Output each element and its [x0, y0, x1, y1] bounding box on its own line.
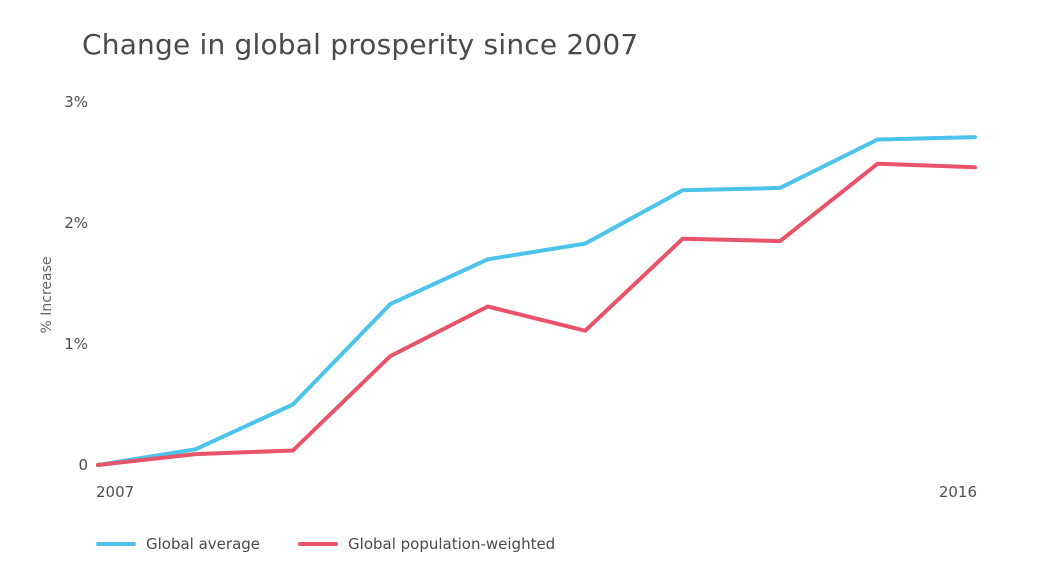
y-axis-label: % Increase: [39, 257, 55, 334]
y-axis-label-group: % Increase: [39, 257, 55, 334]
series-lines: [96, 135, 977, 467]
series-line-global-average: [96, 135, 977, 467]
legend-item-global-population-weighted: Global population-weighted: [298, 535, 555, 553]
x-tick-labels: 2007 2016: [96, 483, 977, 501]
y-tick-label: 3%: [64, 93, 88, 111]
legend-item-global-average: Global average: [96, 535, 260, 553]
chart-title: Change in global prosperity since 2007: [82, 28, 639, 61]
y-tick-label: 2%: [64, 214, 88, 232]
x-tick-label: 2016: [939, 483, 977, 501]
y-tick-label: 1%: [64, 335, 88, 353]
series-line-global-population-weighted: [96, 161, 977, 467]
x-tick-label: 2007: [96, 483, 134, 501]
y-tick-labels: 0 1% 2% 3%: [64, 93, 88, 474]
legend-swatch-global-population-weighted: [298, 542, 339, 546]
legend: Global average Global population-weighte…: [96, 535, 593, 553]
legend-label: Global population-weighted: [348, 535, 556, 553]
legend-swatch-global-average: [96, 542, 136, 546]
y-tick-label: 0: [78, 456, 88, 474]
legend-label: Global average: [146, 535, 261, 553]
